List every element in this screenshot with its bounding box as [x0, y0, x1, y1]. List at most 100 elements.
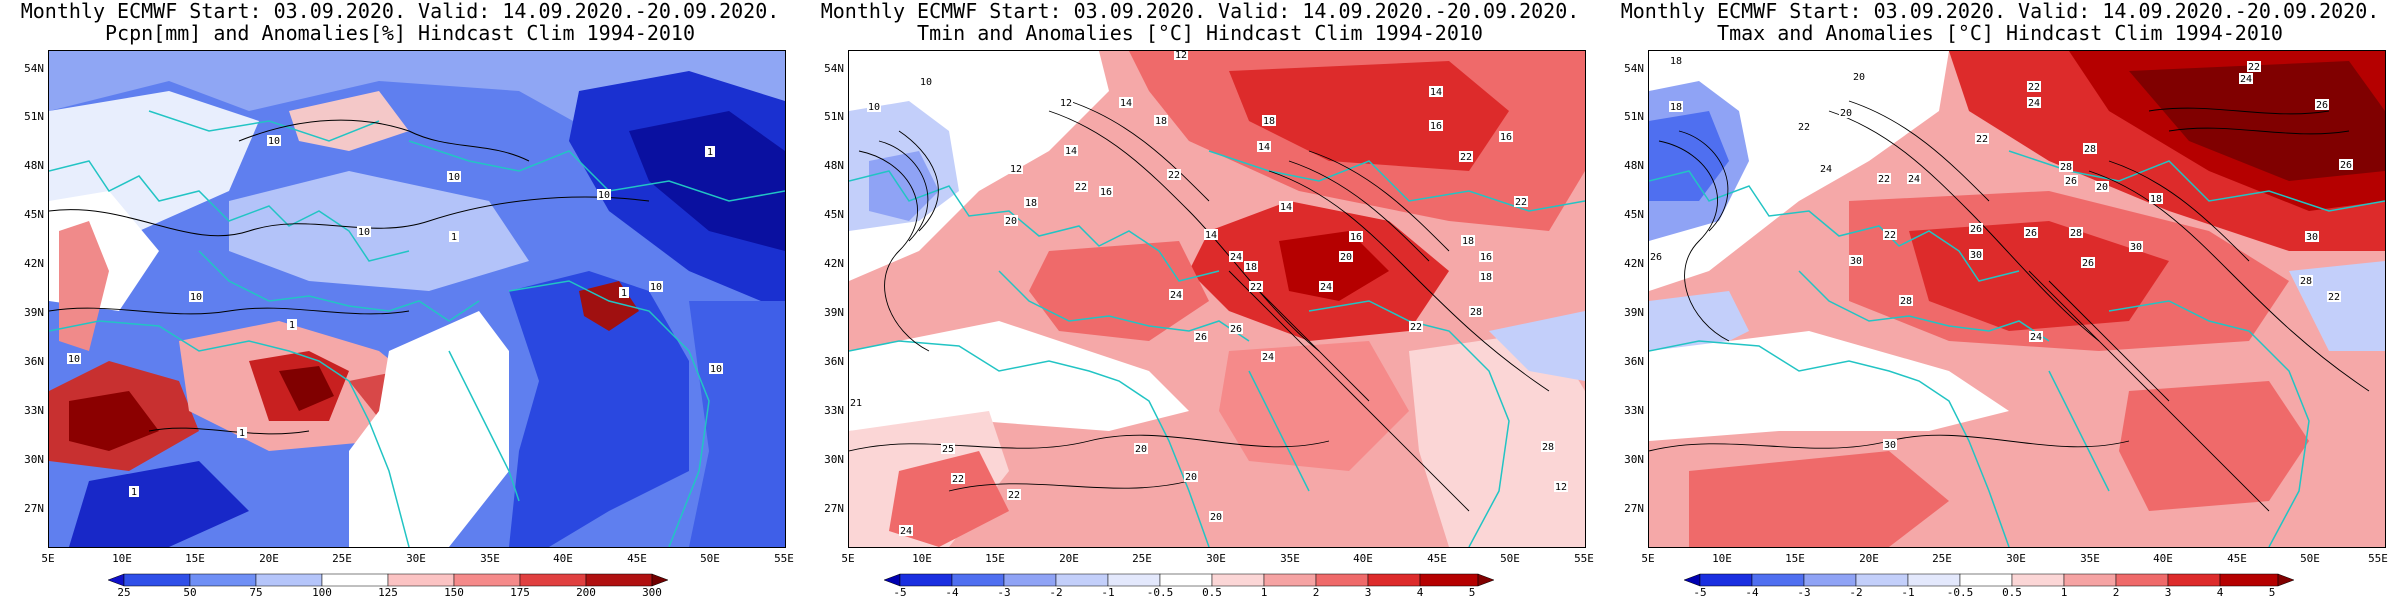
lat-label: 36N [24, 355, 44, 368]
lon-label: 35E [2080, 552, 2100, 565]
tmin-title-line2: Tmin and Anomalies [°C] Hindcast Clim 19… [917, 21, 1483, 45]
contour-label: 1 [129, 486, 139, 498]
contour-label: 14 [1204, 229, 1218, 241]
svg-text:24: 24 [2030, 332, 2042, 343]
tmin-title-line1: Monthly ECMWF Start: 03.09.2020. Valid: … [820, 0, 1580, 23]
colorbar-label: 5 [2268, 586, 2276, 599]
contour-label: 20 [1134, 443, 1148, 455]
contour-label: 12 [1009, 163, 1023, 175]
contour-label: 10 [267, 135, 281, 147]
contour-label: 26 [2315, 99, 2329, 111]
tmin-panel: Monthly ECMWF Start: 03.09.2020. Valid: … [800, 0, 1600, 600]
colorbar-label: 100 [312, 586, 332, 599]
svg-text:20: 20 [2096, 182, 2108, 193]
svg-text:22: 22 [1798, 122, 1810, 133]
lat-label: 42N [24, 257, 44, 270]
lon-label: 10E [1712, 552, 1732, 565]
lon-label: 20E [259, 552, 279, 565]
svg-text:14: 14 [1280, 202, 1292, 213]
tmin-colorbar [883, 573, 1495, 587]
lon-label: 50E [2300, 552, 2320, 565]
contour-label: 22 [1409, 321, 1423, 333]
lat-label: 54N [1624, 62, 1644, 75]
colorbar-label: 125 [378, 586, 398, 599]
svg-text:26: 26 [2316, 100, 2328, 111]
svg-text:10: 10 [868, 102, 880, 113]
contour-label: 10 [709, 363, 723, 375]
svg-text:1: 1 [131, 487, 137, 498]
lon-label: 50E [700, 552, 720, 565]
lat-label: 30N [1624, 453, 1644, 466]
colorbar-label: -0.5 [1946, 586, 1974, 599]
colorbar-label: 4 [2216, 586, 2224, 599]
svg-text:26: 26 [1970, 224, 1982, 235]
contour-label: 30 [2305, 231, 2319, 243]
svg-text:18: 18 [1480, 272, 1492, 283]
contour-label: 18 [1669, 101, 1683, 113]
svg-text:28: 28 [2070, 228, 2082, 239]
lon-label: 45E [627, 552, 647, 565]
svg-text:18: 18 [1263, 116, 1275, 127]
svg-text:26: 26 [1650, 252, 1662, 263]
lat-label: 51N [1624, 110, 1644, 123]
contour-label: 16 [1499, 131, 1513, 143]
svg-text:1: 1 [621, 288, 627, 299]
svg-text:20: 20 [1210, 512, 1222, 523]
colorbar-label: -1 [1901, 586, 1915, 599]
svg-text:26: 26 [2082, 258, 2094, 269]
colorbar-label: 5 [1468, 586, 1476, 599]
svg-text:20: 20 [1005, 216, 1017, 227]
svg-text:22: 22 [2028, 82, 2040, 93]
svg-text:22: 22 [1515, 197, 1527, 208]
colorbar-label: 25 [117, 586, 131, 599]
contour-label: 20 [2095, 181, 2109, 193]
colorbar-label: 0.5 [2002, 586, 2022, 599]
svg-text:26: 26 [2340, 160, 2352, 171]
svg-text:24: 24 [2240, 74, 2252, 85]
svg-text:30: 30 [2306, 232, 2318, 243]
colorbar-label: 50 [183, 586, 197, 599]
svg-text:16: 16 [1500, 132, 1512, 143]
svg-text:28: 28 [1900, 296, 1912, 307]
contour-label: 30 [1969, 249, 1983, 261]
lon-label: 30E [406, 552, 426, 565]
svg-text:28: 28 [1542, 442, 1554, 453]
svg-text:18: 18 [1245, 262, 1257, 273]
contour-label: 16 [1349, 231, 1363, 243]
precip-colorbar [107, 573, 669, 587]
lon-label: 20E [1059, 552, 1079, 565]
lat-label: 36N [824, 355, 844, 368]
colorbar-label: 2 [2112, 586, 2120, 599]
contour-label: 14 [1429, 86, 1443, 98]
svg-text:24: 24 [900, 526, 912, 537]
colorbar-label: -5 [1693, 586, 1707, 599]
svg-text:10: 10 [68, 354, 80, 365]
lat-label: 54N [24, 62, 44, 75]
contour-label: 26 [2339, 159, 2353, 171]
lon-label: 25E [1932, 552, 1952, 565]
contour-label: 22 [2327, 291, 2341, 303]
contour-label: 20 [1339, 251, 1353, 263]
lon-label: 55E [774, 552, 794, 565]
tmin-map: 12 10 10 12 14 14 16 18 14 12 14 16 18 2… [848, 50, 1586, 548]
contour-label: 10 [919, 76, 933, 88]
tmax-colorbar [1683, 573, 2295, 587]
lon-label: 40E [1353, 552, 1373, 565]
contour-label: 22 [1459, 151, 1473, 163]
contour-label: 26 [1649, 251, 1663, 263]
contour-label: 1 [237, 427, 247, 439]
svg-text:26: 26 [2065, 176, 2077, 187]
contour-label: 24 [899, 525, 913, 537]
lat-label: 30N [824, 453, 844, 466]
svg-text:28: 28 [1470, 307, 1482, 318]
svg-text:22: 22 [1460, 152, 1472, 163]
tmax-panel: Monthly ECMWF Start: 03.09.2020. Valid: … [1600, 0, 2400, 600]
tmax-title-line2: Tmax and Anomalies [°C] Hindcast Clim 19… [1717, 21, 2283, 45]
svg-text:18: 18 [1462, 236, 1474, 247]
contour-label: 22 [1514, 196, 1528, 208]
svg-text:20: 20 [1340, 252, 1352, 263]
lat-label: 51N [24, 110, 44, 123]
contour-label: 18 [1244, 261, 1258, 273]
colorbar-label: -1 [1101, 586, 1115, 599]
svg-text:10: 10 [448, 172, 460, 183]
